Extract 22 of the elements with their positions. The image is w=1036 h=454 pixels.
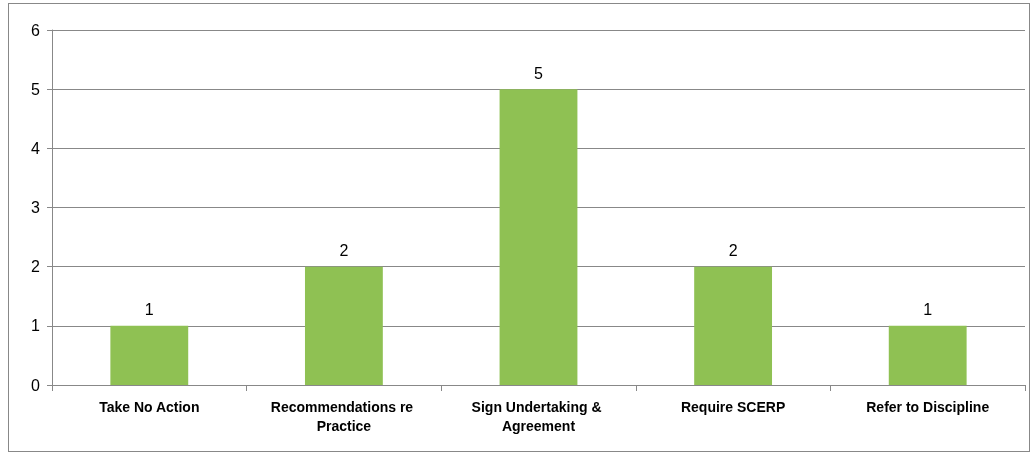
y-tick-label: 5 bbox=[31, 80, 41, 98]
y-tick-label: 2 bbox=[31, 258, 41, 276]
y-tick-label: 4 bbox=[31, 139, 41, 157]
x-tick-label: Require SCERP bbox=[680, 398, 786, 415]
x-tick-label: Recommendations re Practice bbox=[270, 398, 418, 434]
bar bbox=[499, 89, 578, 385]
y-tick-label: 1 bbox=[31, 317, 41, 335]
x-tick-label: Refer to Discipline bbox=[866, 398, 990, 415]
data-label: 1 bbox=[144, 301, 154, 319]
y-tick-label: 3 bbox=[31, 199, 41, 216]
x-tick-label: Take No Action bbox=[99, 398, 200, 415]
y-tick-label: 0 bbox=[31, 376, 41, 394]
data-label: 5 bbox=[534, 64, 544, 82]
x-tick-label: Sign Undertaking & Agreement bbox=[471, 398, 606, 434]
y-tick-label: 6 bbox=[31, 21, 41, 39]
data-label: 2 bbox=[728, 242, 738, 260]
bar bbox=[110, 325, 189, 385]
data-label: 1 bbox=[923, 301, 933, 319]
data-label: 2 bbox=[339, 242, 349, 260]
bar bbox=[694, 266, 773, 385]
bar bbox=[304, 266, 383, 385]
bar bbox=[888, 325, 967, 385]
